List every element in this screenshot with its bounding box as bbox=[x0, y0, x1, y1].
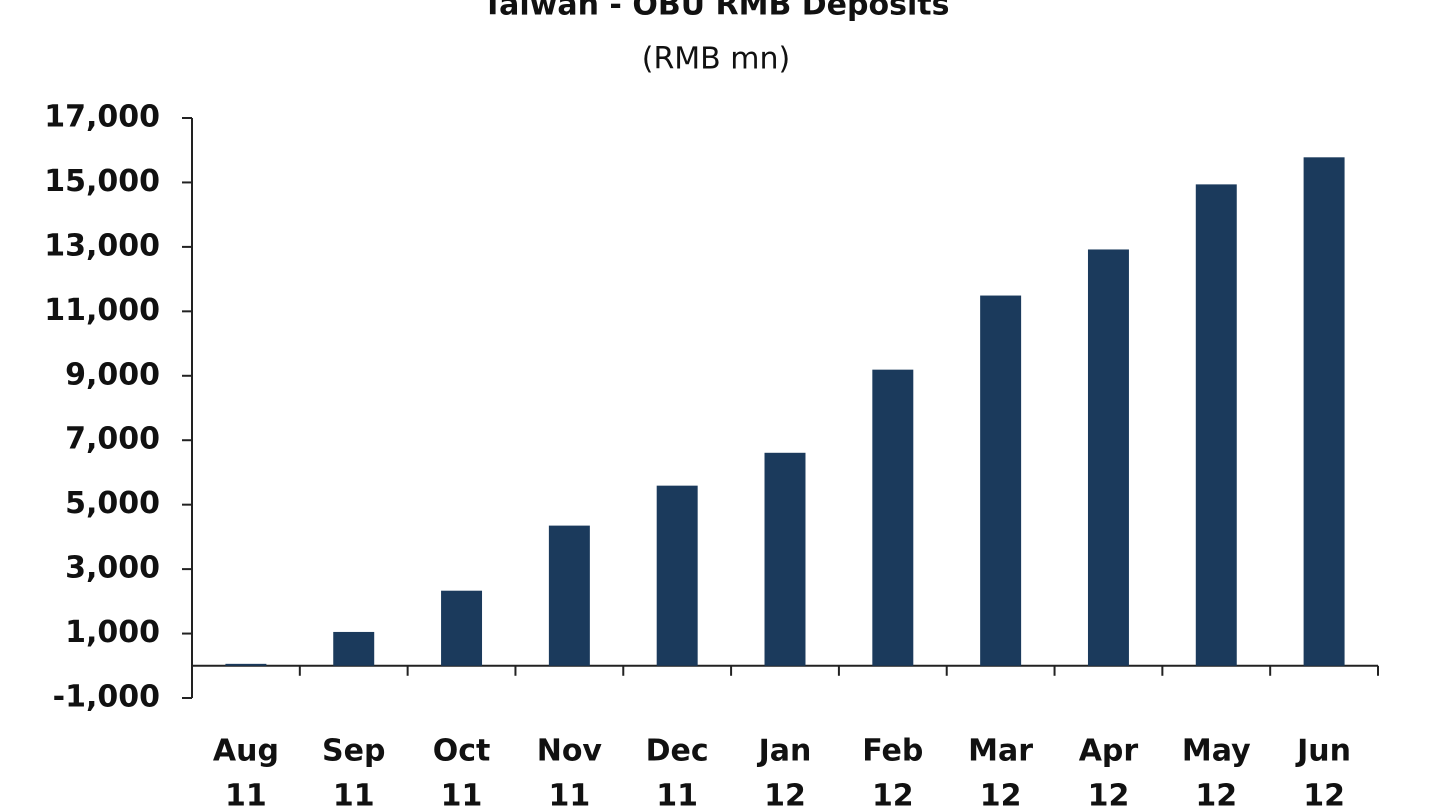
x-tick-label: Sep bbox=[322, 734, 385, 769]
bar bbox=[872, 369, 914, 666]
chart-subtitle: (RMB mn) bbox=[642, 42, 791, 77]
x-tick-label: Jun bbox=[1295, 734, 1351, 769]
x-tick-label: 12 bbox=[980, 779, 1022, 810]
x-tick-label: 11 bbox=[333, 779, 375, 810]
x-tick-label: 12 bbox=[1195, 779, 1237, 810]
bar bbox=[333, 631, 375, 666]
x-tick-label: Dec bbox=[646, 734, 709, 769]
x-tick-label: Apr bbox=[1079, 734, 1139, 769]
x-tick-label: Jan bbox=[757, 734, 812, 769]
y-tick-label: 7,000 bbox=[65, 422, 160, 457]
bar bbox=[1303, 157, 1345, 666]
bar bbox=[548, 525, 590, 666]
x-tick-label: Aug bbox=[213, 734, 279, 769]
x-tick-label: May bbox=[1182, 734, 1251, 769]
x-tick-label: Mar bbox=[968, 734, 1033, 769]
y-tick-label: 13,000 bbox=[44, 228, 160, 263]
x-tick-label: 12 bbox=[1303, 779, 1345, 810]
x-tick-label: 11 bbox=[656, 779, 698, 810]
bar bbox=[1195, 184, 1237, 666]
y-tick-label: 9,000 bbox=[65, 357, 160, 392]
bar bbox=[441, 590, 483, 666]
x-tick-label: 12 bbox=[1088, 779, 1130, 810]
y-tick-label: 5,000 bbox=[65, 486, 160, 521]
bar bbox=[225, 663, 267, 666]
x-tick-label: 12 bbox=[872, 779, 914, 810]
bar bbox=[1087, 249, 1129, 666]
x-tick-label: 11 bbox=[225, 779, 267, 810]
x-tick-label: 12 bbox=[764, 779, 806, 810]
x-tick-label: Feb bbox=[862, 734, 923, 769]
bar bbox=[656, 485, 698, 666]
bar bbox=[764, 452, 806, 666]
bar bbox=[980, 295, 1022, 666]
y-tick-label: 11,000 bbox=[44, 293, 160, 328]
y-tick-label: 3,000 bbox=[65, 551, 160, 586]
x-tick-label: 11 bbox=[441, 779, 483, 810]
y-tick-label: 15,000 bbox=[44, 164, 160, 199]
y-tick-label: -1,000 bbox=[53, 680, 160, 715]
x-tick-label: Oct bbox=[433, 734, 491, 769]
y-tick-label: 17,000 bbox=[44, 100, 160, 135]
chart-title: Taiwan - OBU RMB Deposits bbox=[483, 0, 950, 23]
y-tick-label: 1,000 bbox=[65, 615, 160, 650]
x-tick-label: 11 bbox=[548, 779, 590, 810]
x-tick-label: Nov bbox=[537, 734, 603, 769]
